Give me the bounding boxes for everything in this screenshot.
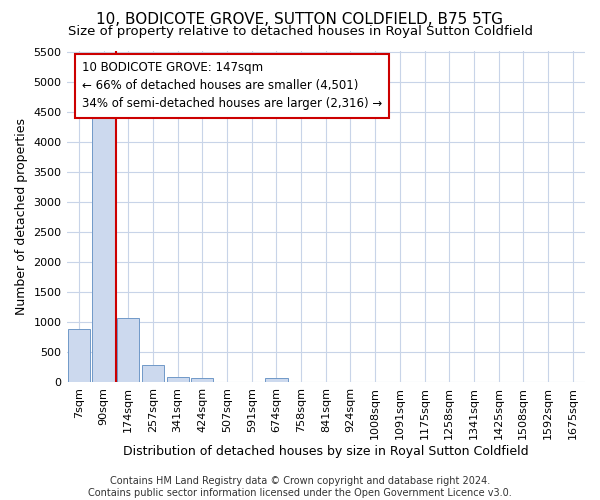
Text: Size of property relative to detached houses in Royal Sutton Coldfield: Size of property relative to detached ho… [67, 25, 533, 38]
Bar [167, 378, 189, 382]
X-axis label: Distribution of detached houses by size in Royal Sutton Coldfield: Distribution of detached houses by size … [123, 444, 529, 458]
Bar [191, 378, 214, 382]
Y-axis label: Number of detached properties: Number of detached properties [15, 118, 28, 316]
Bar [68, 329, 90, 382]
Text: 10, BODICOTE GROVE, SUTTON COLDFIELD, B75 5TG: 10, BODICOTE GROVE, SUTTON COLDFIELD, B7… [97, 12, 503, 28]
Text: 10 BODICOTE GROVE: 147sqm
← 66% of detached houses are smaller (4,501)
34% of se: 10 BODICOTE GROVE: 147sqm ← 66% of detac… [82, 62, 382, 110]
Bar [142, 366, 164, 382]
Bar [117, 318, 139, 382]
Bar [92, 108, 115, 382]
Bar [265, 378, 287, 382]
Text: Contains HM Land Registry data © Crown copyright and database right 2024.
Contai: Contains HM Land Registry data © Crown c… [88, 476, 512, 498]
